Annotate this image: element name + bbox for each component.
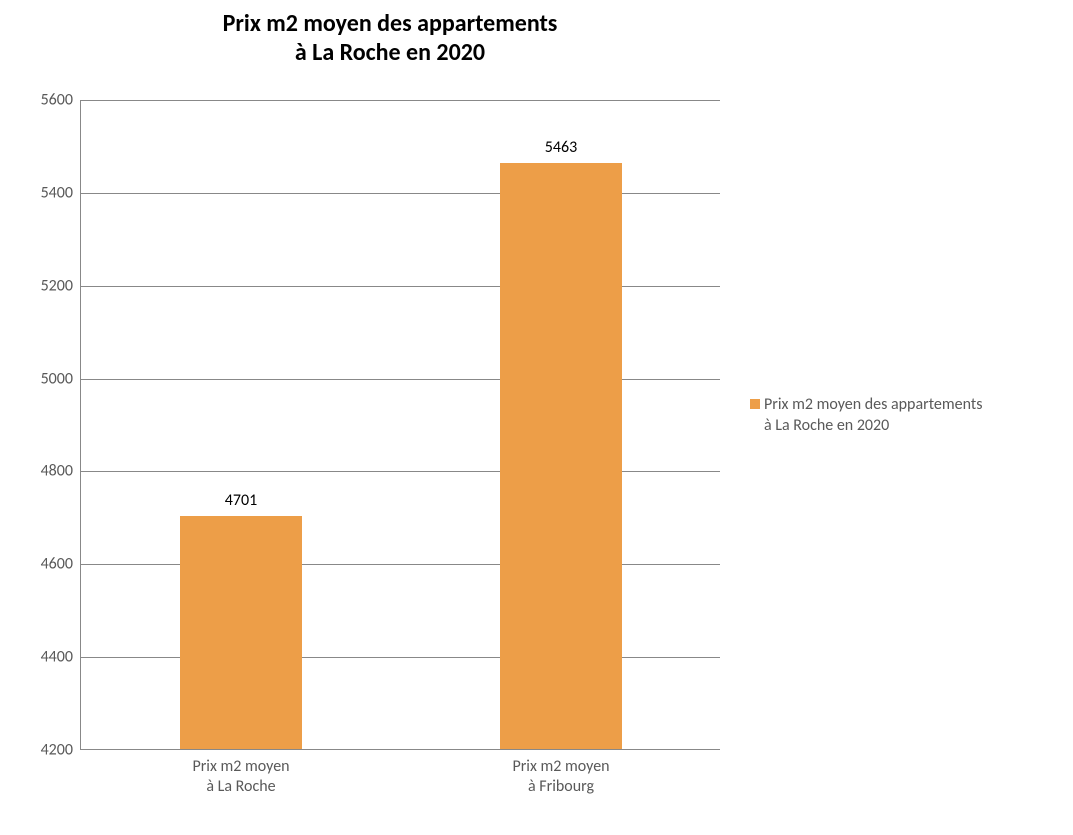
chart-title-line1: Prix m2 moyen des appartements [0,10,780,39]
y-tick-label: 5600 [41,91,81,110]
chart-container: Prix m2 moyen des appartements à La Roch… [0,0,1073,835]
y-tick-label: 5200 [41,276,81,295]
y-tick-label: 4800 [41,462,81,481]
y-tick-label: 5000 [41,369,81,388]
legend-text: Prix m2 moyen des appartements à La Roch… [764,395,982,437]
y-tick-label: 4600 [41,555,81,574]
chart-title: Prix m2 moyen des appartements à La Roch… [0,10,780,68]
gridline [81,100,720,101]
gridline [81,193,720,194]
bar-value-label: 4701 [225,491,257,516]
legend: Prix m2 moyen des appartements à La Roch… [750,395,982,437]
gridline [81,564,720,565]
gridline [81,471,720,472]
x-tick-label: Prix m2 moyen à La Roche [192,749,289,797]
bar: 4701 [180,516,302,749]
y-tick-label: 4400 [41,648,81,667]
x-tick-label: Prix m2 moyen à Fribourg [512,749,609,797]
y-tick-label: 5400 [41,183,81,202]
gridline [81,286,720,287]
chart-title-line2: à La Roche en 2020 [0,39,780,68]
plot-area: 420044004600480050005200540056004701Prix… [80,100,720,750]
bar: 5463 [500,163,622,749]
gridline [81,657,720,658]
y-tick-label: 4200 [41,741,81,760]
legend-swatch [750,399,760,409]
gridline [81,379,720,380]
bar-value-label: 5463 [545,138,577,163]
